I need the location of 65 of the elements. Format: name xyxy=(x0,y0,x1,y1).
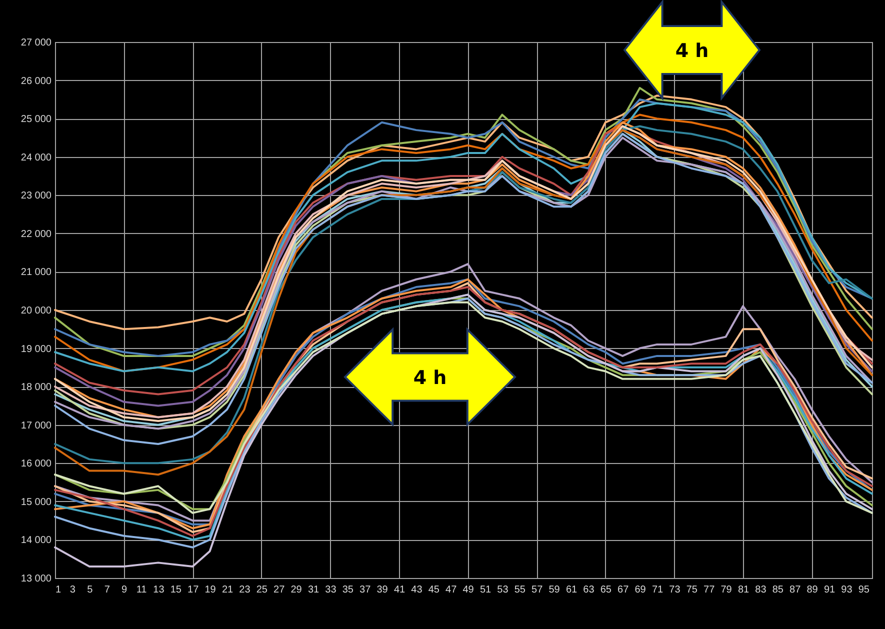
x-tick-label: 49 xyxy=(462,584,474,596)
y-tick-label: 18 000 xyxy=(20,382,52,394)
x-tick-label: 71 xyxy=(652,584,664,596)
x-tick-label: 53 xyxy=(497,584,509,596)
x-tick-label: 63 xyxy=(583,584,595,596)
x-tick-label: 81 xyxy=(738,584,750,596)
x-tick-label: 41 xyxy=(394,584,406,596)
y-tick-label: 24 000 xyxy=(20,152,52,164)
x-tick-label: 95 xyxy=(858,584,870,596)
x-tick-label: 77 xyxy=(704,584,716,596)
x-tick-label: 23 xyxy=(239,584,251,596)
y-tick-label: 13 000 xyxy=(20,574,52,584)
x-tick-label: 19 xyxy=(204,584,216,596)
x-tick-label: 11 xyxy=(136,584,148,596)
y-tick-label: 22 000 xyxy=(20,228,52,240)
x-tick-label: 1 xyxy=(56,584,62,596)
x-tick-label: 21 xyxy=(222,584,234,596)
x-tick-label: 75 xyxy=(686,584,698,596)
x-tick-label: 79 xyxy=(720,584,732,596)
x-tick-label: 65 xyxy=(600,584,612,596)
x-tick-label: 25 xyxy=(256,584,268,596)
x-tick-label: 85 xyxy=(772,584,784,596)
x-tick-label: 51 xyxy=(480,584,492,596)
x-tick-label: 45 xyxy=(428,584,440,596)
x-tick-label: 69 xyxy=(634,584,646,596)
x-tick-label: 5 xyxy=(87,584,94,596)
y-tick-label: 15 000 xyxy=(20,496,52,508)
x-tick-label: 37 xyxy=(360,584,372,596)
x-tick-label: 17 xyxy=(188,584,200,596)
y-tick-label: 25 000 xyxy=(20,114,52,126)
x-tick-label: 13 xyxy=(153,584,165,596)
x-tick-label: 61 xyxy=(566,584,578,596)
x-tick-label: 91 xyxy=(824,584,836,596)
y-tick-label: 27 000 xyxy=(20,38,52,48)
x-tick-label: 33 xyxy=(325,584,337,596)
y-tick-label: 23 000 xyxy=(20,190,52,202)
y-tick-label: 21 000 xyxy=(20,267,52,278)
x-tick-label: 73 xyxy=(669,584,681,596)
x-tick-label: 59 xyxy=(548,584,560,596)
y-tick-label: 17 000 xyxy=(20,420,52,432)
annotation: 4 h xyxy=(675,40,709,62)
x-tick-label: 7 xyxy=(104,584,110,596)
x-tick-label: 15 xyxy=(170,584,182,596)
y-tick-label: 19 000 xyxy=(20,344,52,355)
x-tick-label: 87 xyxy=(790,584,802,596)
x-tick-label: 9 xyxy=(122,584,128,596)
y-tick-label: 14 000 xyxy=(20,535,52,546)
x-tick-label: 3 xyxy=(70,584,76,596)
x-tick-label: 43 xyxy=(411,584,423,596)
x-tick-label: 57 xyxy=(532,584,544,596)
x-tick-label: 31 xyxy=(308,584,320,596)
x-tick-label: 27 xyxy=(274,584,286,596)
x-tick-label: 93 xyxy=(841,584,853,596)
x-tick-label: 35 xyxy=(342,584,354,596)
y-tick-label: 26 000 xyxy=(20,76,52,87)
x-tick-label: 67 xyxy=(618,584,630,596)
y-tick-label: 20 000 xyxy=(20,306,52,316)
x-tick-label: 47 xyxy=(446,584,458,596)
x-tick-label: 29 xyxy=(290,584,302,596)
x-tick-label: 89 xyxy=(806,584,818,596)
x-tick-label: 39 xyxy=(376,584,388,596)
annotation: 4 h xyxy=(413,367,447,389)
y-tick-label: 16 000 xyxy=(20,458,52,470)
x-tick-label: 55 xyxy=(514,584,526,596)
x-tick-label: 83 xyxy=(755,584,767,596)
